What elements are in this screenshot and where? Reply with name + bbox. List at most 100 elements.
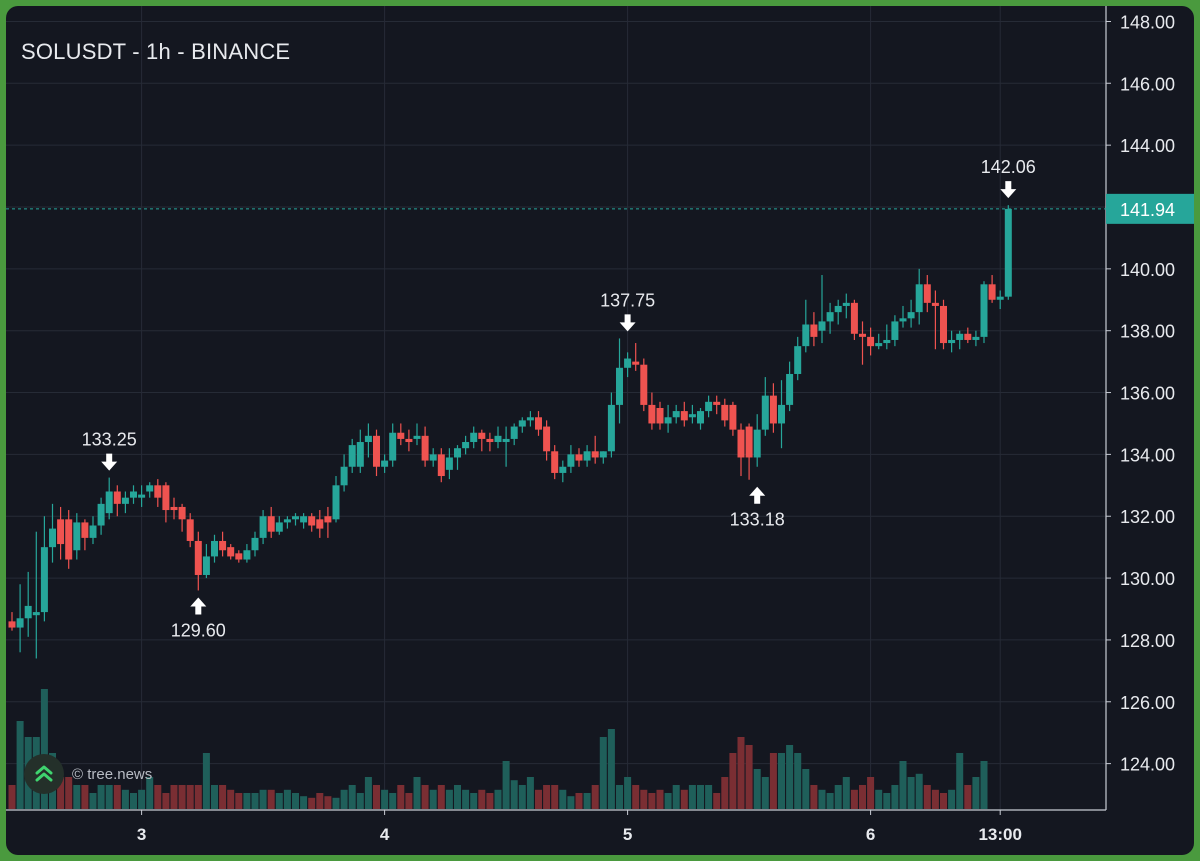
candle-body <box>470 432 478 443</box>
candle-body <box>729 404 737 430</box>
volume-bar <box>510 780 518 809</box>
candle-body <box>381 460 389 467</box>
current-price-label: 141.94 <box>1120 200 1175 220</box>
volume-bar <box>786 745 794 809</box>
volume-bar <box>567 796 575 809</box>
price-annotation-label: 129.60 <box>171 620 226 640</box>
candle-body <box>923 284 931 303</box>
volume-bar <box>729 753 737 809</box>
y-axis-tick-label: 146.00 <box>1120 74 1175 94</box>
volume-bar <box>130 793 137 809</box>
candle-body <box>907 312 915 319</box>
volume-bar <box>834 785 842 809</box>
candle-body <box>49 528 56 548</box>
candle-body <box>275 522 283 532</box>
y-axis-tick-label: 138.00 <box>1120 322 1175 342</box>
candle-body <box>178 506 186 520</box>
volume-bar <box>324 796 332 809</box>
volume-bar <box>178 785 186 809</box>
volume-bar <box>859 785 866 809</box>
volume-bar <box>648 793 656 809</box>
volume-bar <box>389 793 397 809</box>
candle-body <box>664 417 672 424</box>
volume-bar <box>964 785 972 809</box>
candle-body <box>186 519 194 541</box>
candle-body <box>543 426 551 452</box>
volume-bar <box>664 793 672 809</box>
up-arrow-icon <box>749 486 766 504</box>
volume-bar <box>931 789 939 809</box>
candle-body <box>697 411 704 424</box>
volume-bar <box>923 785 931 809</box>
candle-body <box>632 361 640 365</box>
candle-body <box>437 454 445 477</box>
chart-title: SOLUSDT - 1h - BINANCE <box>21 39 291 64</box>
volume-bar <box>283 789 291 809</box>
candle-body <box>575 454 583 461</box>
volume-bar <box>802 769 810 809</box>
candle-body <box>24 605 32 619</box>
volume-bar <box>373 785 380 809</box>
candle-body <box>219 540 227 551</box>
volume-bar <box>162 793 170 809</box>
y-axis-tick-label: 124.00 <box>1120 755 1175 775</box>
candle-body <box>162 485 170 511</box>
candle-body <box>202 556 210 575</box>
volume-bar <box>259 789 267 809</box>
volume-bar <box>810 785 818 809</box>
candle-body <box>518 420 526 427</box>
chart-frame: 148.00146.00144.00142.00140.00138.00136.… <box>6 6 1194 855</box>
current-price-label-bg <box>1106 193 1194 224</box>
volume-bar <box>356 793 364 809</box>
candle-body <box>940 305 947 344</box>
candlestick-chart[interactable]: 148.00146.00144.00142.00140.00138.00136.… <box>6 6 1194 855</box>
volume-bar <box>121 789 129 809</box>
candle-body <box>713 401 721 405</box>
volume-bar <box>599 737 607 809</box>
candle-body <box>535 417 542 430</box>
candle-body <box>105 491 113 514</box>
volume-bar <box>842 777 850 809</box>
volume-bar <box>437 785 445 809</box>
volume-bar <box>81 785 89 809</box>
volume-bar <box>721 777 729 809</box>
candle-body <box>980 284 988 337</box>
candle-body <box>583 451 591 461</box>
candle-body <box>988 284 996 300</box>
volume-bar <box>672 785 680 809</box>
candle-body <box>146 485 154 492</box>
candle-body <box>883 339 891 344</box>
candle-body <box>121 497 129 504</box>
volume-bar <box>867 777 875 809</box>
candle-body <box>867 336 875 347</box>
candle-body <box>794 346 802 374</box>
volume-bar <box>769 753 777 809</box>
candle-body <box>850 302 858 334</box>
candle-body <box>227 547 235 557</box>
candle-body <box>640 364 648 405</box>
volume-bar <box>559 789 567 809</box>
volume-bar <box>413 777 421 809</box>
volume-bar <box>761 777 769 809</box>
candle-body <box>721 404 729 421</box>
volume-bar <box>583 793 591 809</box>
candle-body <box>454 448 461 458</box>
volume-bar <box>956 753 964 809</box>
candle-body <box>956 333 964 340</box>
candle-body <box>235 553 243 560</box>
candle-body <box>81 522 89 538</box>
volume-bar <box>300 796 308 809</box>
volume-bar <box>251 793 259 809</box>
volume-bar <box>405 793 413 809</box>
volume-bar <box>202 753 210 809</box>
candle-body <box>567 454 575 467</box>
candle-body <box>769 395 777 424</box>
candle-body <box>672 411 680 418</box>
candle-body <box>802 324 810 347</box>
candle-body <box>316 519 324 529</box>
y-axis-tick-label: 136.00 <box>1120 384 1175 404</box>
volume-bar <box>113 785 121 809</box>
volume-bar <box>478 789 486 809</box>
candle-body <box>486 438 494 443</box>
volume-bar <box>940 793 947 809</box>
